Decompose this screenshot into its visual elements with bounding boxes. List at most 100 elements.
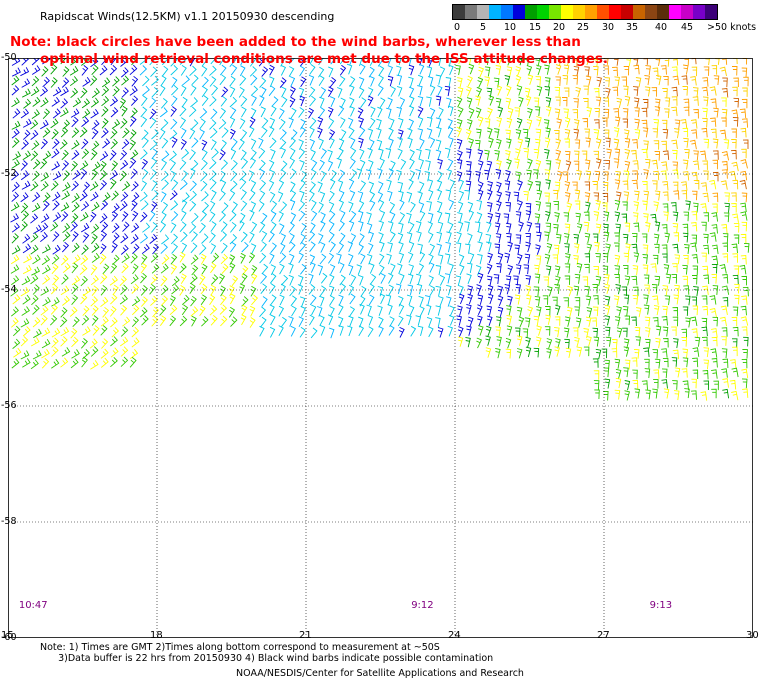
wind-barb (711, 65, 718, 75)
wind-barb (630, 150, 637, 160)
wind-barb (279, 294, 285, 306)
wind-barb (624, 315, 631, 326)
wind-barb (279, 129, 287, 140)
wind-barb (634, 190, 640, 201)
wind-barb (546, 242, 553, 254)
wind-barb (684, 244, 690, 254)
wind-barb (419, 210, 426, 222)
wind-barb (621, 213, 628, 224)
wind-barb (662, 285, 669, 296)
wind-barb (368, 283, 375, 295)
wind-barb (487, 284, 494, 296)
wind-barb (435, 139, 442, 150)
wind-barb (71, 127, 80, 138)
wind-barb (62, 66, 70, 77)
wind-barb (457, 118, 463, 130)
wind-barb (563, 212, 570, 223)
wind-barb (358, 274, 364, 286)
wind-barb (260, 283, 268, 294)
wind-barb (42, 76, 50, 88)
wind-barb (516, 306, 523, 318)
wind-barb (732, 306, 739, 317)
wind-barb (51, 254, 60, 265)
wind-barb (545, 160, 552, 171)
wind-barb (458, 293, 465, 305)
wind-barb (586, 106, 592, 118)
wind-barb (546, 348, 552, 359)
wind-barb (724, 202, 730, 213)
wind-barb (634, 118, 640, 129)
wind-barb (201, 233, 209, 244)
wind-barb (111, 119, 121, 129)
wind-barb (241, 241, 249, 253)
wind-barb (368, 66, 375, 78)
wind-barb (298, 316, 304, 328)
wind-barb (289, 199, 296, 211)
wind-barb (536, 336, 542, 347)
wind-barb (476, 199, 483, 211)
wind-barb (416, 231, 422, 242)
wind-barb (319, 159, 325, 171)
wind-barb (437, 200, 443, 212)
wind-barb (702, 370, 709, 380)
wind-barb (160, 243, 168, 254)
wind-barb (269, 137, 277, 149)
wind-barb (574, 297, 581, 307)
wind-barb (455, 242, 462, 253)
wind-barb (61, 160, 70, 171)
wind-barb (703, 359, 710, 370)
wind-barb (69, 76, 79, 87)
wind-barb (339, 75, 346, 87)
wind-barb (349, 105, 355, 117)
wind-barb (20, 108, 30, 119)
wind-barb (399, 97, 406, 109)
wind-barb (690, 316, 698, 326)
wind-barb (100, 221, 109, 233)
wind-barb (437, 85, 443, 96)
wind-barb (91, 88, 100, 98)
wind-barb (30, 337, 40, 347)
wind-barb (584, 66, 590, 77)
wind-barb (11, 67, 21, 77)
wind-barb (32, 192, 41, 202)
wind-barb (139, 65, 148, 76)
wind-barb (722, 242, 729, 253)
wind-barb (11, 222, 20, 233)
wind-barb (584, 192, 591, 203)
colorbar-swatch (477, 5, 489, 19)
wind-barb (653, 379, 659, 389)
wind-barb (221, 86, 229, 98)
wind-barb (682, 223, 689, 234)
wind-barb (169, 315, 177, 327)
wind-barb (515, 129, 522, 140)
wind-barb (290, 212, 297, 224)
wind-barb (712, 150, 719, 160)
wind-barb (672, 149, 678, 160)
wind-barb (458, 285, 464, 296)
wind-barb (169, 150, 177, 161)
colorbar-swatch (465, 5, 477, 19)
wind-barb (291, 305, 297, 317)
wind-barb (740, 305, 747, 316)
wind-barb (556, 118, 562, 129)
wind-barb (12, 151, 22, 161)
wind-barb (240, 314, 247, 326)
wind-barb (50, 180, 59, 191)
wind-barb (526, 118, 533, 130)
wind-barb (100, 357, 109, 368)
wind-barb (684, 388, 690, 399)
wind-barb (641, 380, 648, 390)
wind-barb (555, 233, 562, 244)
wind-barb (121, 211, 129, 222)
wind-barb (338, 169, 346, 181)
wind-barb (710, 128, 717, 139)
wind-barb (573, 98, 579, 108)
wind-barb (573, 65, 580, 77)
wind-barb (110, 138, 118, 150)
wind-barb (190, 119, 199, 130)
wind-barb (99, 65, 108, 76)
wind-barb (129, 85, 138, 96)
wind-barb (81, 98, 91, 109)
wind-barb (42, 150, 52, 161)
wind-barb (140, 180, 148, 192)
